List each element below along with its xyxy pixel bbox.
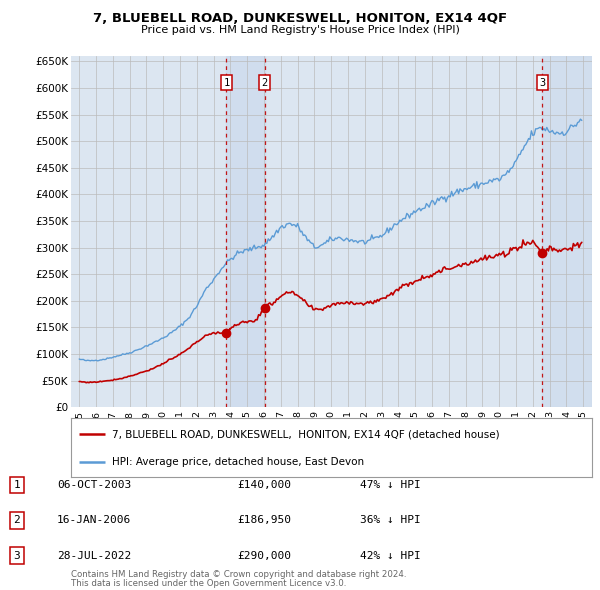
Bar: [226, 56, 265, 407]
Text: Contains HM Land Registry data © Crown copyright and database right 2024.: Contains HM Land Registry data © Crown c…: [71, 571, 406, 579]
Text: Price paid vs. HM Land Registry's House Price Index (HPI): Price paid vs. HM Land Registry's House …: [140, 25, 460, 35]
Text: £186,950: £186,950: [237, 516, 291, 525]
Text: 2: 2: [13, 516, 20, 525]
Text: 2: 2: [262, 78, 268, 88]
Text: 1: 1: [13, 480, 20, 490]
Bar: [542, 56, 592, 407]
Text: 42% ↓ HPI: 42% ↓ HPI: [360, 551, 421, 560]
Text: 16-JAN-2006: 16-JAN-2006: [57, 516, 131, 525]
Text: HPI: Average price, detached house, East Devon: HPI: Average price, detached house, East…: [112, 457, 365, 467]
Text: 7, BLUEBELL ROAD, DUNKESWELL, HONITON, EX14 4QF: 7, BLUEBELL ROAD, DUNKESWELL, HONITON, E…: [93, 12, 507, 25]
Text: This data is licensed under the Open Government Licence v3.0.: This data is licensed under the Open Gov…: [71, 579, 346, 588]
Text: 1: 1: [223, 78, 229, 88]
Text: 36% ↓ HPI: 36% ↓ HPI: [360, 516, 421, 525]
Text: 47% ↓ HPI: 47% ↓ HPI: [360, 480, 421, 490]
Text: £140,000: £140,000: [237, 480, 291, 490]
Text: £290,000: £290,000: [237, 551, 291, 560]
Text: 3: 3: [539, 78, 545, 88]
Text: 7, BLUEBELL ROAD, DUNKESWELL,  HONITON, EX14 4QF (detached house): 7, BLUEBELL ROAD, DUNKESWELL, HONITON, E…: [112, 430, 500, 439]
Text: 28-JUL-2022: 28-JUL-2022: [57, 551, 131, 560]
Text: 3: 3: [13, 551, 20, 560]
Text: 06-OCT-2003: 06-OCT-2003: [57, 480, 131, 490]
